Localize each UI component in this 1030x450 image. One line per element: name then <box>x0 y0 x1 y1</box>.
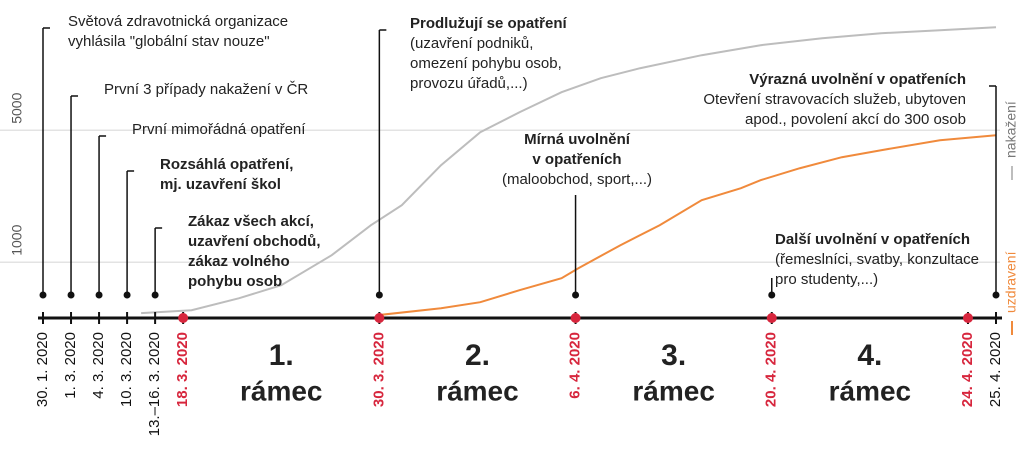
annotation-title: pohybu osob <box>188 273 282 290</box>
date-label: 13.–16. 3. 2020 <box>146 332 163 436</box>
annotation-text: provozu úřadů,...) <box>410 75 528 92</box>
annotation-title: Prodlužují se opatření <box>410 15 568 32</box>
frame-marker <box>178 313 189 323</box>
annotation-title: Zákaz všech akcí, <box>188 213 314 230</box>
frame-label: rámec <box>632 375 715 406</box>
date-label: 6. 4. 2020 <box>567 332 584 399</box>
y-tick-label: 5000 <box>9 92 25 123</box>
annotation-title: Mírná uvolnění <box>524 131 631 148</box>
frame-number: 2. <box>465 339 490 372</box>
legend-label: nakažení <box>1003 101 1019 158</box>
event-dot <box>375 291 383 299</box>
annotation-title: mj. uzavření škol <box>160 176 281 193</box>
frame-marker <box>962 313 973 323</box>
annotation-text: omezení pohybu osob, <box>410 55 562 72</box>
date-label: 18. 3. 2020 <box>174 332 191 407</box>
date-label: 30. 3. 2020 <box>370 332 387 407</box>
annotation-text: (maloobchod, sport,...) <box>502 171 652 188</box>
frame-label: rámec <box>436 375 519 406</box>
annotation-text: (řemeslníci, svatby, konzultace <box>775 251 979 268</box>
event-dot <box>768 291 776 299</box>
legend-label: uzdravení <box>1003 251 1019 313</box>
frame-label: rámec <box>240 375 323 406</box>
date-label: 30. 1. 2020 <box>34 332 51 407</box>
frame-marker <box>374 313 385 323</box>
date-label: 20. 4. 2020 <box>763 332 780 407</box>
annotation-text: Světová zdravotnická organizace <box>68 13 288 30</box>
frame-marker <box>570 313 581 323</box>
date-label: 1. 3. 2020 <box>62 332 79 399</box>
annotation-title: uzavření obchodů, <box>188 233 321 250</box>
event-dot <box>67 291 75 299</box>
annotation-title: Výrazná uvolnění v opatřeních <box>749 71 966 88</box>
event-dot <box>572 291 580 299</box>
event-dot <box>39 291 47 299</box>
frame-number: 4. <box>857 339 882 372</box>
y-tick-label: 1000 <box>9 224 25 255</box>
date-label: 4. 3. 2020 <box>90 332 107 399</box>
frame-marker <box>766 313 777 323</box>
date-label: 25. 4. 2020 <box>987 332 1004 407</box>
annotation-title: v opatřeních <box>532 151 621 168</box>
annotation-text: vyhlásila "globální stav nouze" <box>68 33 270 50</box>
series-line <box>141 26 997 315</box>
annotation-text: (uzavření podniků, <box>410 35 533 52</box>
annotation-text: První 3 případy nakažení v ČR <box>104 81 308 98</box>
event-dot <box>992 291 1000 299</box>
annotation-text: První mimořádná opatření <box>132 121 306 138</box>
frame-label: rámec <box>829 375 912 406</box>
annotation-text: Otevření stravovacích služeb, ubytoven <box>703 91 966 108</box>
annotation-text: pro studenty,...) <box>775 271 878 288</box>
frame-number: 3. <box>661 339 686 372</box>
series-line <box>379 134 997 316</box>
date-label: 24. 4. 2020 <box>959 332 976 407</box>
annotation-title: zákaz volného <box>188 253 290 270</box>
event-dot <box>151 291 159 299</box>
annotation-title: Rozsáhlá opatření, <box>160 156 293 173</box>
annotation-title: Další uvolnění v opatřeních <box>775 231 970 248</box>
event-dot <box>95 291 103 299</box>
frame-number: 1. <box>269 339 294 372</box>
date-label: 10. 3. 2020 <box>118 332 135 407</box>
annotation-text: apod., povolení akcí do 300 osob <box>745 111 966 128</box>
event-dot <box>123 291 131 299</box>
